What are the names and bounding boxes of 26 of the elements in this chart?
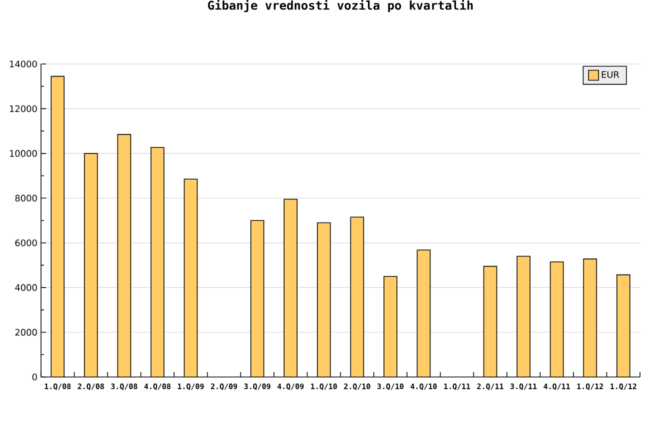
- bar: [350, 217, 364, 377]
- bar: [250, 220, 264, 377]
- y-tick-label: 8000: [15, 194, 37, 202]
- bar: [51, 76, 64, 377]
- bar: [284, 199, 298, 377]
- y-tick-label: 14000: [10, 60, 37, 68]
- bar: [417, 250, 430, 377]
- bar: [118, 134, 131, 377]
- y-tick-label: 4000: [15, 284, 37, 291]
- bar: [150, 147, 164, 377]
- bar: [517, 256, 530, 377]
- bar: [184, 179, 198, 377]
- bar: [384, 276, 397, 377]
- y-tick-label: 6000: [15, 239, 37, 246]
- y-tick-label: 2000: [15, 328, 37, 336]
- y-tick-label: 12000: [10, 105, 37, 112]
- bar: [84, 153, 98, 377]
- bar: [484, 266, 497, 377]
- chart-title: Gibanje vrednosti vozila po kvartalih: [208, 0, 473, 12]
- bar: [616, 274, 630, 377]
- bar: [584, 258, 597, 377]
- legend-label: EUR: [602, 71, 620, 78]
- bar: [550, 262, 564, 377]
- y-tick-label: 0: [32, 374, 37, 380]
- bar: [317, 222, 330, 377]
- y-tick-label: 10000: [10, 150, 37, 157]
